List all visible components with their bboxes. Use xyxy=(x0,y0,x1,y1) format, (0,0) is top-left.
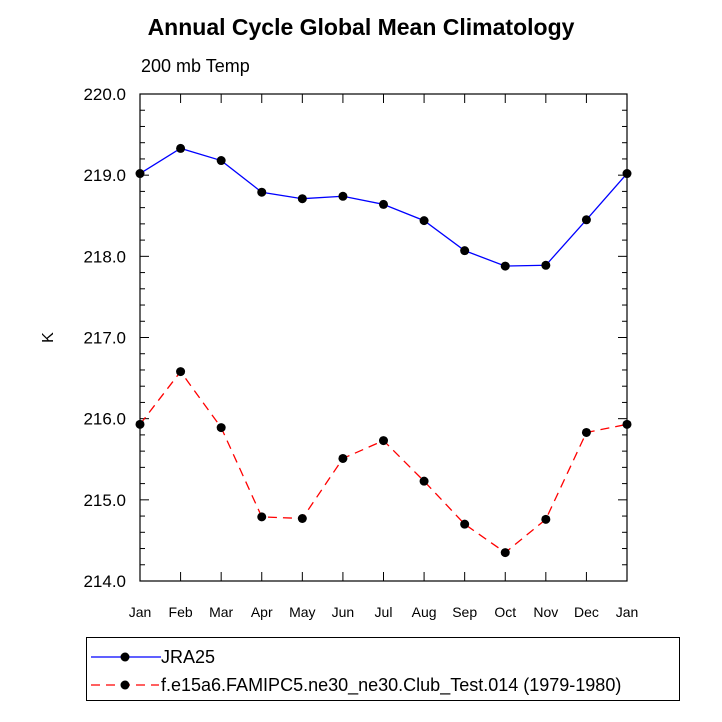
plot-frame xyxy=(139,93,628,582)
y-tick-label: 219.0 xyxy=(83,166,126,185)
series-1-point xyxy=(257,187,267,197)
series-1-point xyxy=(135,169,145,179)
y-tick-label: 217.0 xyxy=(83,329,126,348)
y-tick-label: 216.0 xyxy=(83,410,126,429)
series-2-point xyxy=(622,419,632,429)
series-1-point xyxy=(338,191,348,201)
series-2-point xyxy=(419,476,429,486)
y-tick-label: 220.0 xyxy=(83,85,126,104)
legend-swatch-1 xyxy=(91,652,161,662)
series-2-point xyxy=(135,419,145,429)
chart-subtitle: 200 mb Temp xyxy=(141,56,250,76)
x-tick-label: Dec xyxy=(574,604,599,620)
x-tick-label: Apr xyxy=(251,604,273,620)
series-1-point xyxy=(419,216,429,226)
x-tick-label: Jun xyxy=(332,604,355,620)
x-tick-label: Oct xyxy=(494,604,516,620)
series-2-point xyxy=(297,514,307,524)
series-2-point xyxy=(338,453,348,463)
series-2-point xyxy=(581,427,591,437)
x-tick-label: Nov xyxy=(533,604,558,620)
series-line-2 xyxy=(139,370,628,554)
series-2-point xyxy=(257,512,267,522)
x-tick-label: Jan xyxy=(129,604,152,620)
series-1-point xyxy=(500,261,510,271)
series-1-point xyxy=(379,199,388,209)
legend-entry-1: JRA25 xyxy=(87,644,679,672)
series-1-point xyxy=(581,215,591,225)
legend-entry-2: f.e15a6.FAMIPC5.ne30_ne30.Club_Test.014 … xyxy=(87,672,679,700)
series-2-point xyxy=(500,548,510,558)
x-tick-label: Jan xyxy=(616,604,639,620)
series-1-point xyxy=(176,143,186,153)
legend-label-2: f.e15a6.FAMIPC5.ne30_ne30.Club_Test.014 … xyxy=(161,675,622,695)
series-1-point xyxy=(541,260,551,270)
series-1-point xyxy=(297,194,307,204)
y-tick-label: 215.0 xyxy=(83,491,126,510)
x-tick-label: Mar xyxy=(209,604,233,620)
series-2-point xyxy=(379,436,388,446)
legend-swatch-2 xyxy=(91,680,159,690)
x-tick-label: Feb xyxy=(169,604,193,620)
y-tick-label: 214.0 xyxy=(83,572,126,591)
y-axis-label: K xyxy=(40,332,57,343)
x-tick-label: Jul xyxy=(375,604,393,620)
chart-title: Annual Cycle Global Mean Climatology xyxy=(147,14,575,40)
series-2-point xyxy=(541,514,551,524)
legend: JRA25 f.e15a6.FAMIPC5.ne30_ne30.Club_Tes… xyxy=(86,637,680,701)
x-tick-label: May xyxy=(289,604,315,620)
series-1-point xyxy=(622,169,632,179)
y-tick-label: 218.0 xyxy=(83,247,126,266)
series-2-point xyxy=(216,423,226,433)
x-tick-label: Aug xyxy=(412,604,437,620)
series-2-point xyxy=(460,519,470,529)
series-1-point xyxy=(460,246,470,256)
series-2-point xyxy=(176,367,186,377)
x-tick-label: Sep xyxy=(452,604,477,620)
series-1-point xyxy=(216,156,226,166)
legend-label-1: JRA25 xyxy=(161,647,216,667)
